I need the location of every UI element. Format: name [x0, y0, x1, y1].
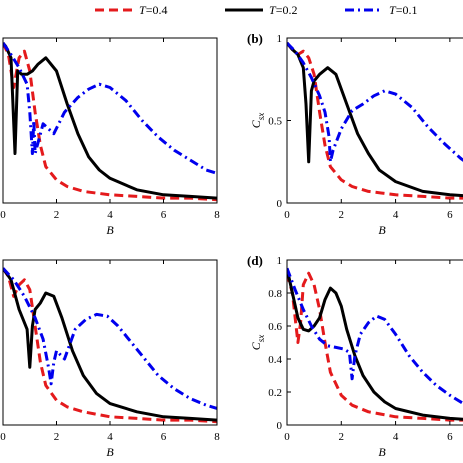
y-axis-label: Csx [249, 335, 266, 351]
series-line-1 [3, 42, 217, 200]
y-tick-label: 1 [277, 255, 283, 267]
y-tick-label: 0.5 [268, 116, 282, 128]
y-tick-label: 0.6 [268, 321, 282, 333]
x-axis-label: B [378, 223, 386, 237]
legend-val-2: =0.1 [396, 3, 418, 17]
y-axis-label-main: C [249, 341, 263, 350]
plot-frame [286, 37, 463, 204]
panel-3: 0 2 4 6 0 0.2 0.4 0.6 0.8 1 B (d) Csx [247, 253, 463, 459]
y-axis-label-sub: sx [256, 113, 266, 121]
series-line-0 [3, 267, 217, 424]
series-line-0 [3, 42, 217, 202]
x-tick-label: 6 [447, 431, 453, 443]
series-line-1 [287, 42, 463, 198]
y-axis-label-main: C [249, 119, 263, 128]
legend-val-1: =0.2 [276, 3, 298, 17]
legend: T=0.4 T=0.2 T=0.1 [95, 3, 417, 17]
x-tick-label: 4 [393, 431, 399, 443]
x-tick-label: 4 [393, 209, 399, 221]
y-tick-label: 0.2 [268, 387, 282, 399]
panel-1: 0 2 4 6 0 0.5 1 B (b) Csx [247, 31, 463, 237]
x-tick-label: 0 [0, 431, 6, 443]
x-tick-label: 4 [107, 209, 113, 221]
legend-val-0: =0.4 [146, 3, 168, 17]
series-group [3, 42, 217, 202]
x-tick-label: 2 [54, 209, 60, 221]
x-tick-label: 4 [107, 431, 113, 443]
x-tick-label: 2 [339, 209, 345, 221]
series-group [287, 267, 463, 422]
y-axis-label: Csx [249, 113, 266, 129]
x-axis-label: B [106, 223, 114, 237]
x-tick-label: 0 [284, 431, 290, 443]
legend-label-1: T=0.2 [269, 3, 297, 17]
x-tick-label: 2 [54, 431, 60, 443]
x-axis-label: B [378, 445, 386, 459]
plot-frame [2, 259, 218, 426]
series-line-2 [287, 267, 463, 406]
y-tick-label: 0 [277, 420, 283, 432]
plot-frame [286, 259, 463, 426]
series-line-2 [3, 267, 217, 410]
x-tick-label: 2 [339, 431, 345, 443]
series-group [287, 41, 463, 200]
legend-var-2: T [389, 3, 397, 17]
y-tick-label: 0.4 [268, 354, 282, 366]
panel-label: (d) [247, 253, 263, 268]
legend-label-0: T=0.4 [139, 3, 167, 17]
x-tick-label: 0 [0, 209, 6, 221]
legend-label-2: T=0.1 [389, 3, 417, 17]
x-tick-label: 6 [161, 431, 167, 443]
y-tick-label: 1 [277, 33, 283, 45]
x-tick-label: 8 [214, 209, 220, 221]
y-axis-label-sub: sx [256, 335, 266, 343]
series-line-0 [287, 271, 463, 422]
x-tick-label: 8 [214, 431, 220, 443]
panel-2: 0 2 4 6 8 B [0, 259, 220, 459]
series-line-1 [287, 267, 463, 421]
x-tick-label: 0 [284, 209, 290, 221]
legend-var-1: T [269, 3, 277, 17]
legend-var-0: T [139, 3, 147, 17]
series-line-2 [287, 41, 463, 164]
series-group [3, 267, 217, 424]
panel-label: (b) [247, 31, 263, 46]
x-tick-label: 6 [447, 209, 453, 221]
y-tick-label: 0.8 [268, 288, 282, 300]
series-line-2 [3, 42, 217, 175]
panel-0: 0 2 4 6 8 B [0, 37, 220, 237]
y-tick-label: 0 [277, 198, 283, 210]
x-axis-label: B [106, 445, 114, 459]
series-line-1 [3, 267, 217, 422]
series-line-0 [287, 42, 463, 200]
x-tick-label: 6 [161, 209, 167, 221]
